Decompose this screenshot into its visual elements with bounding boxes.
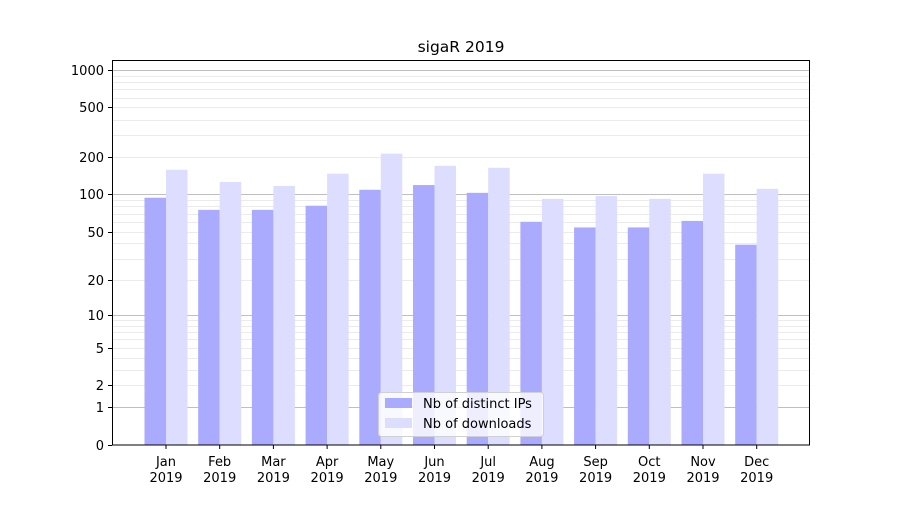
bar-downloads: [219, 181, 242, 445]
x-tick-label-month: Feb: [208, 455, 231, 470]
legend: Nb of distinct IPs Nb of downloads: [378, 392, 544, 437]
y-tick-label: 5: [96, 342, 104, 357]
bar-distinct-ips: [466, 192, 489, 445]
bar-downloads: [434, 165, 456, 446]
bar-distinct-ips: [627, 227, 650, 445]
x-tick-label-year: 2019: [579, 471, 612, 486]
legend-label: Nb of downloads: [423, 417, 532, 432]
chart-title: sigaR 2019: [418, 38, 505, 56]
x-tick-label-year: 2019: [149, 471, 182, 486]
plot-frame: [112, 60, 810, 446]
bar-downloads: [649, 198, 671, 445]
x-tick-label-year: 2019: [418, 471, 451, 486]
y-tick-label: 1: [96, 401, 104, 416]
bar-distinct-ips: [735, 244, 757, 445]
bars: [144, 153, 779, 446]
bar-distinct-ips: [144, 197, 166, 445]
x-tick-label-year: 2019: [525, 471, 558, 486]
x-tick-label-year: 2019: [633, 471, 666, 486]
y-axis: 0 1 2 5 10 20 50 100 200 500 1000: [71, 64, 112, 454]
x-tick-label-year: 2019: [686, 471, 719, 486]
bar-downloads: [595, 196, 618, 445]
x-axis: Jan2019Feb2019Mar2019Apr2019May2019Jun20…: [149, 445, 773, 486]
y-tick-label: 1000: [71, 64, 104, 79]
x-tick-label-month: May: [367, 455, 394, 470]
bar-distinct-ips: [359, 189, 381, 445]
y-tick-label: 50: [87, 226, 104, 241]
x-tick-label-year: 2019: [203, 471, 236, 486]
x-tick-label-year: 2019: [364, 471, 397, 486]
bar-downloads: [756, 188, 779, 445]
bar-downloads: [541, 198, 564, 445]
x-tick-label-month: Mar: [261, 455, 286, 470]
x-tick-label-month: Apr: [316, 455, 339, 470]
y-tick-label: 20: [87, 274, 104, 289]
x-tick-label-month: Jan: [155, 455, 176, 470]
y-tick-label: 2: [96, 379, 104, 394]
y-tick-label: 100: [79, 188, 104, 203]
x-tick-label-month: Aug: [529, 455, 554, 470]
bar-distinct-ips: [520, 221, 542, 445]
bar-downloads: [488, 167, 510, 445]
bar-downloads: [166, 169, 188, 445]
y-tick-label: 0: [96, 439, 104, 454]
bar-distinct-ips: [251, 209, 274, 445]
x-tick-label-month: Nov: [690, 455, 716, 470]
x-tick-label-year: 2019: [257, 471, 290, 486]
y-tick-label: 500: [79, 101, 104, 116]
legend-swatch: [385, 398, 412, 408]
y-tick-label: 10: [87, 309, 104, 324]
x-tick-label-month: Jun: [423, 455, 444, 470]
legend-box: [378, 392, 544, 437]
bar-distinct-ips: [681, 220, 703, 445]
x-tick-label-year: 2019: [311, 471, 344, 486]
legend-label: Nb of distinct IPs: [423, 397, 532, 412]
x-tick-label-year: 2019: [740, 471, 773, 486]
x-tick-label-month: Jul: [479, 455, 496, 470]
bar-downloads: [380, 153, 403, 446]
y-tick-label: 200: [79, 151, 104, 166]
x-tick-label-month: Sep: [583, 455, 608, 470]
x-tick-label-month: Oct: [638, 455, 660, 470]
bar-distinct-ips: [413, 185, 435, 445]
bar-downloads: [273, 185, 295, 445]
x-tick-label-year: 2019: [472, 471, 505, 486]
bar-distinct-ips: [574, 227, 596, 445]
bar-downloads: [327, 173, 349, 445]
bar-downloads: [703, 173, 725, 445]
legend-swatch: [385, 418, 412, 428]
bar-distinct-ips: [198, 209, 220, 445]
bar-distinct-ips: [305, 205, 328, 445]
x-tick-label-month: Dec: [744, 455, 769, 470]
